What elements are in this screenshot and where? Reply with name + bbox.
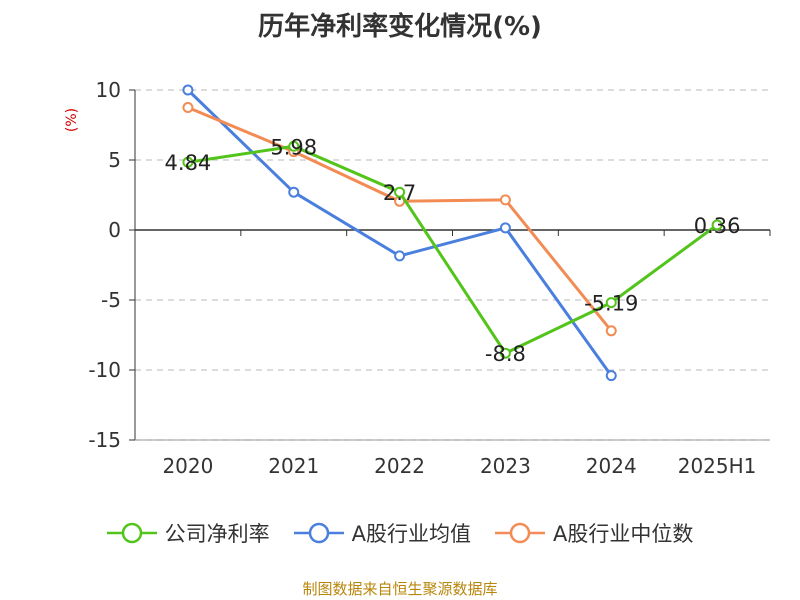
legend: 公司净利率 A股行业均值 A股行业中位数: [0, 518, 800, 548]
data-point: [288, 140, 300, 152]
x-tick-label: 2021: [268, 454, 319, 478]
legend-marker-icon: [106, 522, 157, 544]
data-point: [605, 325, 617, 337]
data-label: 2.7: [383, 181, 416, 205]
data-point: [182, 84, 194, 96]
y-tick-label: -15: [88, 428, 121, 452]
y-tick-label: 0: [108, 218, 121, 242]
data-point: [288, 186, 300, 198]
y-tick-label: -10: [88, 358, 121, 382]
y-tick-label: -5: [101, 288, 121, 312]
data-label: 4.84: [165, 151, 212, 175]
x-tick-label: 2024: [586, 454, 637, 478]
data-point: [394, 186, 406, 198]
data-point: [394, 250, 406, 262]
legend-marker-icon: [293, 522, 344, 544]
data-label: 0.36: [694, 214, 741, 238]
legend-label: 公司净利率: [164, 522, 270, 546]
legend-item-2[interactable]: A股行业中位数: [495, 518, 693, 548]
data-labels: 4.84 5.98 2.7 -8.8 -5.19 0.36: [165, 135, 741, 366]
series-line-2: [187, 106, 613, 332]
legend-item-0[interactable]: 公司净利率: [106, 518, 270, 548]
legend-label: A股行业均值: [351, 522, 471, 546]
data-point: [182, 102, 194, 113]
chart-title: 历年净利率变化情况(%): [258, 12, 542, 42]
series-line-0: [187, 144, 718, 355]
x-tick-label: 2020: [162, 454, 213, 478]
y-tick-label: 10: [96, 78, 121, 102]
x-tick-label: 2023: [480, 454, 531, 478]
x-tick-label: 2022: [374, 454, 425, 478]
data-point: [182, 156, 194, 168]
x-tick-label: 2025H1: [678, 454, 757, 478]
data-point: [605, 297, 617, 309]
legend-marker-icon: [495, 522, 545, 544]
data-point: [499, 194, 511, 206]
axes: 10 5 0 -5 -10 -15 2020 2021 2022 2023 2024 2025H1: [88, 78, 771, 478]
data-label: -8.8: [485, 342, 526, 366]
y-tick-label: 5: [108, 148, 121, 172]
grid-lines: [135, 89, 770, 441]
data-point: [499, 222, 511, 234]
data-label: 5.98: [270, 135, 317, 159]
legend-item-1[interactable]: A股行业均值: [293, 518, 471, 548]
data-source-note: 制图数据来自恒生聚源数据库: [302, 580, 498, 598]
data-point: [605, 370, 617, 382]
data-label: -5.19: [584, 292, 638, 316]
series-lines: [182, 84, 723, 382]
data-point: [499, 347, 511, 359]
data-point: [711, 219, 723, 231]
legend-label: A股行业中位数: [553, 522, 694, 546]
